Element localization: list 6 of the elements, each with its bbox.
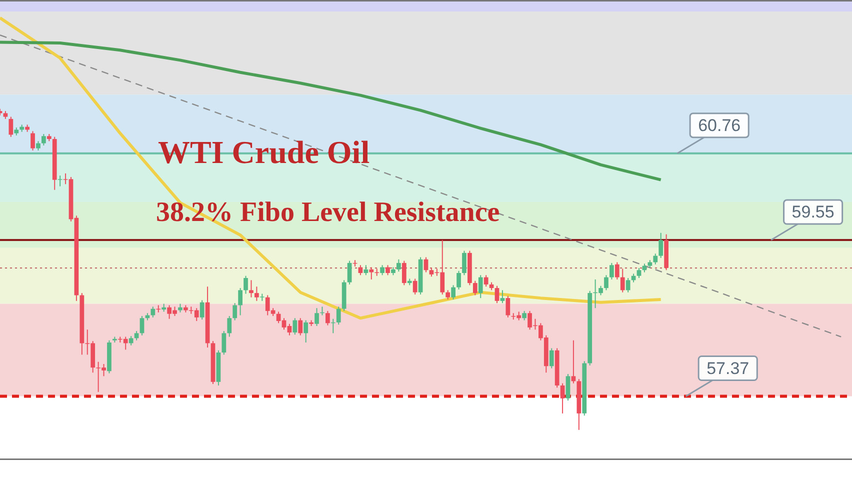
ref-line-label: 60.76 — [698, 116, 741, 136]
candlestick — [58, 176, 62, 186]
ref-line-label: 57.37 — [706, 358, 750, 378]
ref-line-label: 59.55 — [792, 202, 834, 222]
annotation: WTI Crude Oil — [158, 134, 370, 171]
candlestick — [571, 340, 576, 384]
